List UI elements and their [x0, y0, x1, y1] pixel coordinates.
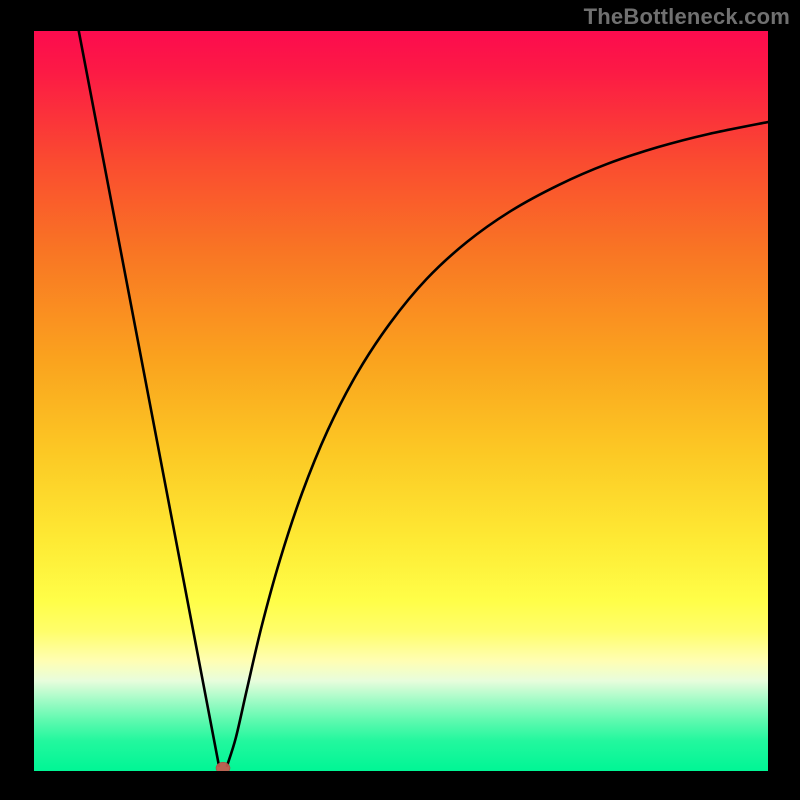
watermark-text: TheBottleneck.com [584, 4, 790, 30]
bottleneck-chart [34, 31, 768, 771]
chart-frame: TheBottleneck.com [0, 0, 800, 800]
optimal-point-marker [216, 762, 230, 771]
gradient-background [34, 31, 768, 771]
